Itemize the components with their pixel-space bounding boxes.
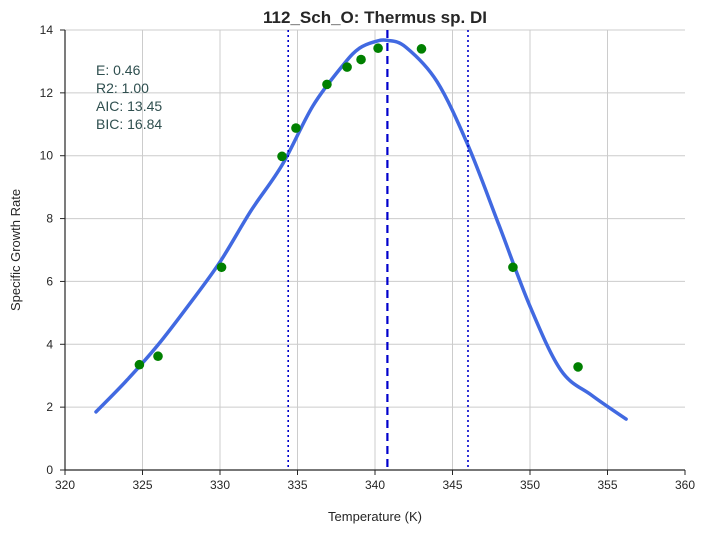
x-tick-label: 345	[442, 478, 462, 492]
y-tick-label: 0	[46, 463, 53, 477]
fit-curve-layer	[94, 38, 628, 421]
y-tick-label: 4	[46, 337, 53, 351]
x-tick-label: 355	[597, 478, 617, 492]
data-point	[291, 123, 301, 133]
x-tick-label: 360	[675, 478, 695, 492]
data-point	[508, 262, 518, 273]
grid	[65, 29, 685, 470]
data-point	[277, 151, 287, 162]
y-tick-label: 14	[40, 23, 54, 37]
vertical-lines	[287, 30, 469, 470]
y-tick-label: 10	[40, 149, 54, 163]
x-axis-label: Temperature (K)	[328, 509, 422, 524]
x-tick-label: 330	[210, 478, 230, 492]
x-tick-label: 320	[55, 478, 75, 492]
fit-statistic: R2: 1.00	[96, 80, 149, 96]
x-tick-label: 340	[365, 478, 385, 492]
fit-statistics: E: 0.46 R2: 1.00 AIC: 13.45 BIC: 16.84	[96, 62, 162, 132]
data-point	[134, 359, 145, 370]
data-point	[356, 54, 366, 65]
x-tick-label: 335	[287, 478, 307, 492]
x-tick-label: 350	[520, 478, 540, 492]
y-tick-label: 12	[40, 86, 54, 100]
fit-statistic: E: 0.46	[96, 62, 141, 78]
data-point	[416, 44, 427, 54]
fit-statistic: BIC: 16.84	[96, 116, 162, 132]
y-tick-label: 8	[46, 212, 53, 226]
fit-curve	[94, 38, 628, 421]
data-point	[573, 362, 583, 372]
chart-title: 112_Sch_O: Thermus sp. DI	[263, 8, 487, 27]
y-tick-label: 2	[46, 400, 53, 414]
data-point	[322, 79, 332, 90]
data-points	[134, 43, 583, 372]
y-axis-label: Specific Growth Rate	[8, 189, 23, 311]
data-point	[153, 351, 163, 362]
data-point	[342, 62, 352, 72]
x-tick-label: 325	[132, 478, 152, 492]
y-tick-label: 6	[46, 274, 53, 288]
fit-statistic: AIC: 13.45	[96, 98, 162, 114]
data-point	[216, 262, 227, 273]
data-point	[373, 43, 383, 54]
tick-labels: 320 325 330 335 340 345 350 355 360 0 2 4 6 8 10 12 14	[40, 23, 696, 492]
axes	[60, 29, 686, 475]
